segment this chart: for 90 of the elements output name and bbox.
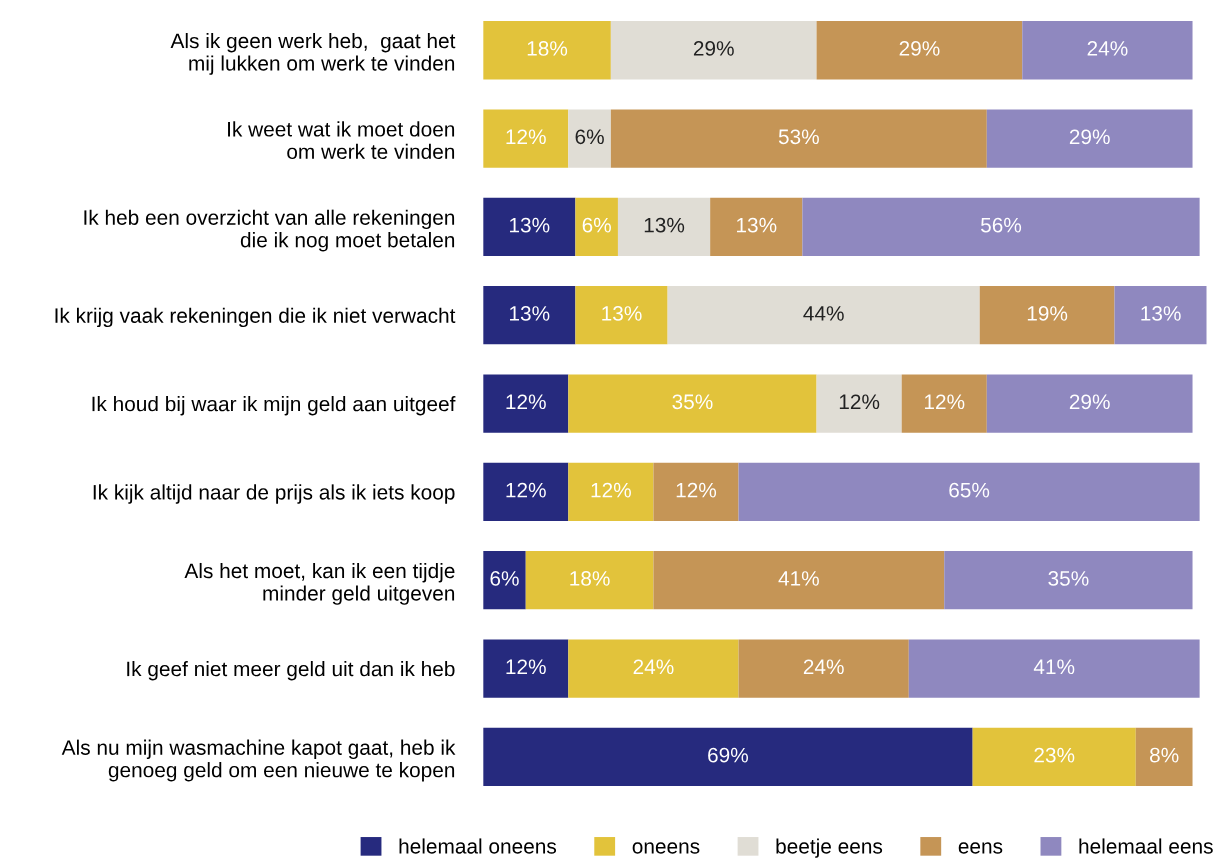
bar xyxy=(483,286,576,345)
data-label: 56% xyxy=(980,217,1022,233)
bar xyxy=(568,109,611,168)
data-label: 12% xyxy=(506,394,546,410)
y-tick-label: Ik weet wat ik moet doen om werk te vinden xyxy=(228,121,455,160)
data-label: 23% xyxy=(1034,747,1075,763)
bar xyxy=(802,197,1200,257)
data-label: 13% xyxy=(602,306,642,321)
bar xyxy=(525,551,654,610)
data-label: 13% xyxy=(737,217,777,233)
data-label: 12% xyxy=(591,482,631,498)
data-label: 41% xyxy=(778,571,819,586)
data-label: 6% xyxy=(582,217,611,233)
bar xyxy=(710,197,803,257)
data-label: 12% xyxy=(676,482,717,498)
bar xyxy=(667,286,980,345)
bar xyxy=(1114,286,1207,345)
data-label: 24% xyxy=(1087,41,1128,56)
bar xyxy=(568,462,654,522)
y-tick-label: Ik heb een overzicht van alle rekeningen die ik nog moet betalen xyxy=(84,209,455,252)
data-label: 13% xyxy=(644,217,685,233)
bar xyxy=(483,197,576,257)
bar xyxy=(568,374,817,433)
data-label: 35% xyxy=(672,394,713,410)
bar xyxy=(575,197,618,257)
data-label: 29% xyxy=(693,41,734,56)
data-label: 12% xyxy=(924,394,965,410)
bar xyxy=(653,462,739,522)
y-tick-label: Als ik geen werk heb, gaat het mij lukken om werk te vinden xyxy=(170,32,456,75)
legend-label: oneens xyxy=(632,842,700,854)
data-label: 44% xyxy=(803,306,844,321)
data-label: 8% xyxy=(1150,747,1179,763)
y-tick-label: Ik krijg vaak rekeningen die ik niet verwacht xyxy=(55,307,456,328)
y-tick-label: Als het moet, kan ik een tijdje minder geld uitgeven xyxy=(184,562,455,605)
bar xyxy=(483,374,569,433)
data-label: 13% xyxy=(510,217,550,233)
bar xyxy=(738,462,1200,522)
bar xyxy=(816,21,1023,80)
bar xyxy=(653,551,945,610)
data-label: 18% xyxy=(570,571,610,586)
bar xyxy=(972,727,1136,787)
data-label: 53% xyxy=(778,129,819,145)
bar xyxy=(986,374,1193,433)
data-label: 12% xyxy=(506,659,546,675)
bar xyxy=(944,551,1193,610)
bar xyxy=(610,21,817,80)
y-tick-label: Ik geef niet meer geld uit dan ik heb xyxy=(127,661,455,681)
bar xyxy=(483,462,569,522)
data-label: 6% xyxy=(490,571,519,586)
bar xyxy=(483,551,526,610)
data-label: 65% xyxy=(949,482,990,498)
data-label: 13% xyxy=(510,306,550,321)
data-label: 6% xyxy=(575,129,604,145)
legend-label: helemaal eens xyxy=(1079,838,1213,854)
data-label: 19% xyxy=(1027,306,1068,321)
bar xyxy=(901,374,987,433)
y-tick-label: Ik houd bij waar ik mijn geld aan uitgeef xyxy=(92,396,456,416)
legend-label: helemaal oneens xyxy=(399,838,557,854)
bar xyxy=(986,109,1193,168)
bar xyxy=(908,639,1200,698)
y-tick-label: Als nu mijn wasmachine kapot gaat, heb ik genoeg geld om een nieuwe te kopen xyxy=(61,739,456,782)
data-label: 69% xyxy=(708,747,749,763)
legend-label: eens xyxy=(958,842,1003,854)
data-label: 41% xyxy=(1033,659,1075,675)
bar xyxy=(1022,21,1193,80)
bar xyxy=(816,374,902,433)
bar xyxy=(979,286,1115,345)
bar xyxy=(568,639,739,698)
data-label: 13% xyxy=(1141,306,1181,321)
data-label: 24% xyxy=(803,659,844,675)
bar xyxy=(575,286,668,345)
bar xyxy=(738,639,909,698)
bar xyxy=(483,639,569,698)
bar xyxy=(483,109,569,168)
y-tick-label: Ik kijk altijd naar de prijs als ik iets koop xyxy=(93,484,455,504)
bar xyxy=(483,727,973,787)
bar xyxy=(610,109,987,168)
bar xyxy=(483,21,611,80)
bar xyxy=(617,197,711,257)
bar xyxy=(1135,727,1193,787)
data-label: 12% xyxy=(506,482,546,498)
data-label: 29% xyxy=(1069,394,1110,410)
data-label: 12% xyxy=(839,394,880,410)
data-label: 35% xyxy=(1048,571,1089,586)
data-label: 24% xyxy=(633,659,674,675)
data-label: 18% xyxy=(527,41,568,56)
data-label: 29% xyxy=(1069,129,1110,145)
legend-label: beetje eens xyxy=(776,838,883,858)
data-label: 29% xyxy=(899,41,940,56)
data-label: 12% xyxy=(506,129,546,145)
